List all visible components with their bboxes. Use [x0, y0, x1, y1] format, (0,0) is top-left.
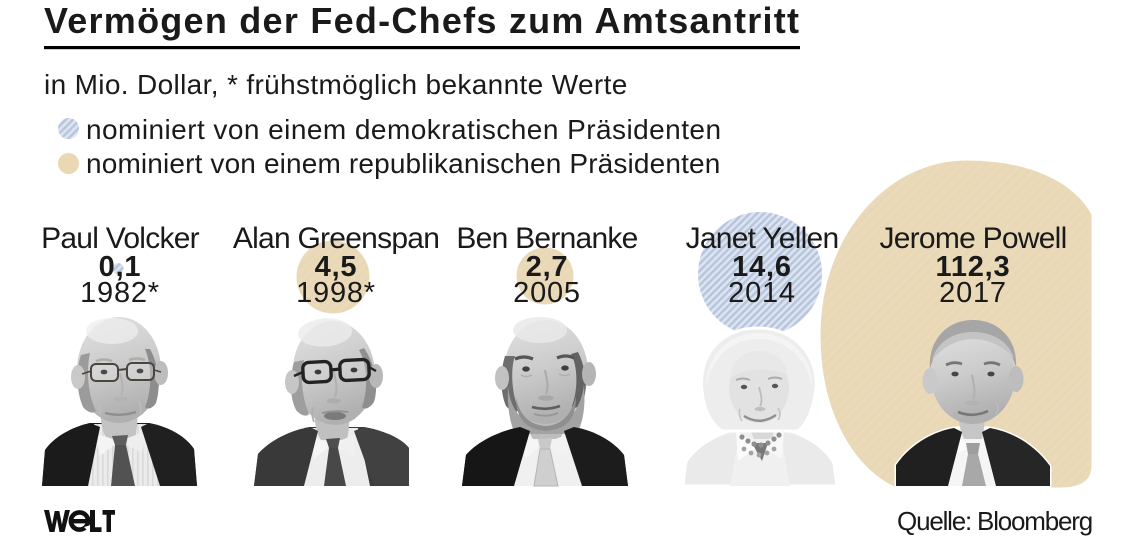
svg-text:2014: 2014 — [728, 277, 796, 309]
svg-text:2005: 2005 — [513, 277, 581, 309]
svg-text:1982*: 1982* — [80, 277, 160, 309]
svg-text:4,5: 4,5 — [315, 251, 358, 283]
svg-text:Quelle: Bloomberg: Quelle: Bloomberg — [897, 506, 1092, 536]
svg-text:Jerome Powell: Jerome Powell — [880, 222, 1067, 255]
svg-text:Alan Greenspan: Alan Greenspan — [233, 222, 439, 255]
svg-text:Vermögen der Fed-Chefs zum Amt: Vermögen der Fed-Chefs zum Amtsantritt — [44, 0, 800, 41]
svg-text:in Mio. Dollar, * frühstmöglic: in Mio. Dollar, * frühstmöglich bekannte… — [44, 69, 628, 100]
svg-text:14,6: 14,6 — [732, 251, 792, 283]
svg-text:0,1: 0,1 — [99, 251, 142, 283]
svg-text:nominiert von einem demokratis: nominiert von einem demokratischen Präsi… — [86, 114, 721, 145]
svg-text:2017: 2017 — [939, 277, 1007, 309]
svg-text:1998*: 1998* — [296, 277, 376, 309]
svg-text:Janet Yellen: Janet Yellen — [686, 222, 839, 255]
svg-text:nominiert von einem republikan: nominiert von einem republikanischen Prä… — [86, 148, 720, 179]
svg-text:Paul Volcker: Paul Volcker — [41, 222, 200, 255]
svg-text:2,7: 2,7 — [526, 251, 569, 283]
svg-text:Ben Bernanke: Ben Bernanke — [456, 222, 637, 255]
svg-text:112,3: 112,3 — [936, 251, 1011, 283]
